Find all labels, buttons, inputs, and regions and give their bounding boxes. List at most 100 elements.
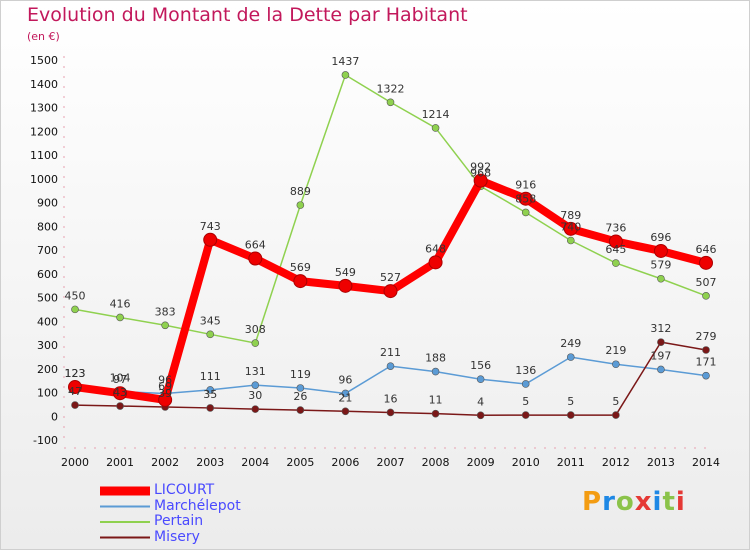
data-label: 858 xyxy=(515,192,536,205)
x-tick-label: 2014 xyxy=(692,456,720,469)
data-label: 579 xyxy=(650,259,671,272)
data-label: 527 xyxy=(380,271,401,284)
x-tick-label: 2005 xyxy=(286,456,314,469)
data-label: 5 xyxy=(522,395,529,408)
data-point xyxy=(428,255,443,270)
data-label: 123 xyxy=(65,367,86,380)
logo-letter: t xyxy=(662,487,676,517)
data-label: 507 xyxy=(696,276,717,289)
legend-label: Marchélepot xyxy=(154,497,241,514)
data-label: 383 xyxy=(155,305,176,318)
data-label: 171 xyxy=(696,356,717,369)
data-label: 249 xyxy=(560,337,581,350)
data-point xyxy=(296,384,305,392)
data-point xyxy=(702,371,710,380)
proxiti-logo: Proxiti xyxy=(582,487,686,517)
data-point xyxy=(341,407,350,416)
y-tick-label: 1200 xyxy=(30,125,58,138)
data-label: 119 xyxy=(290,368,311,381)
data-point xyxy=(431,367,440,376)
x-tick-label: 2006 xyxy=(331,456,359,469)
data-label: 648 xyxy=(425,242,446,255)
data-label: 569 xyxy=(290,261,311,274)
data-label: 1322 xyxy=(377,82,405,95)
data-label: 188 xyxy=(425,352,446,365)
data-label: 69 xyxy=(158,380,172,393)
data-label: 123 xyxy=(65,367,86,380)
data-point xyxy=(563,221,578,236)
data-point xyxy=(699,255,713,270)
y-tick-label: 900 xyxy=(37,197,58,210)
x-tick-label: 2012 xyxy=(602,456,630,469)
y-tick-label: 1100 xyxy=(30,149,58,162)
data-label: 416 xyxy=(110,297,131,310)
data-label: 211 xyxy=(380,346,401,359)
x-tick-label: 2004 xyxy=(241,456,269,469)
data-point xyxy=(71,305,79,314)
data-label: 743 xyxy=(200,220,221,233)
data-point xyxy=(386,408,395,417)
data-label: 97 xyxy=(113,373,127,386)
data-label: 736 xyxy=(605,221,626,234)
data-point xyxy=(521,380,530,388)
y-tick-label: 1000 xyxy=(30,173,58,186)
data-point xyxy=(653,243,668,258)
data-label: 96 xyxy=(158,373,172,386)
data-label: 5 xyxy=(567,395,574,408)
data-point xyxy=(338,278,353,293)
y-tick-label: 1400 xyxy=(30,78,58,91)
logo-letter: r xyxy=(602,487,616,517)
data-label: 16 xyxy=(384,392,398,405)
legend-label: Misery xyxy=(154,528,200,545)
data-point xyxy=(702,292,710,300)
data-point xyxy=(566,353,575,361)
data-point xyxy=(612,411,620,419)
data-label: 39 xyxy=(158,387,172,400)
data-point xyxy=(206,386,215,394)
data-point xyxy=(206,404,215,412)
data-label: 916 xyxy=(515,179,536,192)
data-point xyxy=(296,201,305,209)
chart-subtitle: (en €) xyxy=(27,30,60,43)
data-point xyxy=(476,375,485,384)
y-tick-label: 1300 xyxy=(30,102,58,115)
data-point xyxy=(206,330,215,339)
data-label: 197 xyxy=(650,349,671,362)
x-tick-label: 2009 xyxy=(467,456,495,469)
data-point xyxy=(203,232,218,247)
series-line-pertain xyxy=(74,74,707,344)
x-tick-label: 2007 xyxy=(377,456,405,469)
data-label: 4 xyxy=(477,395,484,408)
data-label: 26 xyxy=(293,390,307,403)
data-point xyxy=(68,380,82,395)
data-point xyxy=(341,71,350,79)
logo-letter: o xyxy=(615,487,635,517)
data-point xyxy=(116,313,124,322)
data-label: 889 xyxy=(290,185,311,198)
data-point xyxy=(158,392,173,407)
data-label: 35 xyxy=(203,388,217,401)
data-point xyxy=(521,208,530,217)
logo-letter: x xyxy=(634,487,653,517)
data-label: 111 xyxy=(200,370,221,383)
data-point xyxy=(657,274,665,283)
data-label: 789 xyxy=(560,209,581,222)
data-label: 450 xyxy=(65,289,86,302)
data-label: 345 xyxy=(200,314,221,327)
data-point xyxy=(251,381,260,389)
data-label: 136 xyxy=(515,364,536,377)
data-point xyxy=(71,401,79,409)
chart-title: Evolution du Montant de la Dette par Hab… xyxy=(27,4,468,26)
data-point xyxy=(657,365,665,374)
logo-letter: P xyxy=(582,487,603,517)
data-label: 645 xyxy=(605,243,626,256)
data-label: 30 xyxy=(248,389,262,402)
data-point xyxy=(341,389,350,398)
data-point xyxy=(566,411,575,419)
data-label: 968 xyxy=(470,166,491,179)
data-label: 740 xyxy=(560,221,581,234)
data-label: 156 xyxy=(470,359,491,372)
x-tick-label: 2000 xyxy=(61,456,89,469)
